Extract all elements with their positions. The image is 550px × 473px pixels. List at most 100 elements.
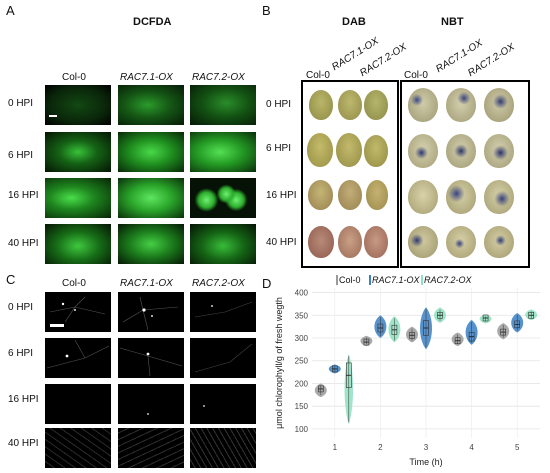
- panel-c-row-40hpi: 40 HPI: [8, 438, 39, 449]
- trypan-image-col0-40hpi: [45, 428, 111, 468]
- dcfda-image-col0-40hpi: [45, 224, 111, 264]
- panel-a-col-rac72: RAC7.2-OX: [192, 72, 245, 83]
- trypan-image-col0-16hpi: [45, 384, 111, 424]
- nbt-leaf-rac71-16hpi: [446, 180, 476, 214]
- dcfda-image-rac72-16hpi: [190, 178, 256, 218]
- y-tick-label: 250: [295, 357, 309, 366]
- leaf-veins: [46, 339, 110, 369]
- trypan-image-rac71-0hpi: [118, 292, 184, 332]
- panel-a-row-16hpi: 16 HPI: [8, 190, 39, 201]
- nbt-leaf-rac71-40hpi: [446, 226, 476, 258]
- trypan-image-rac71-6hpi: [118, 338, 184, 378]
- panel-c-row-0hpi: 0 HPI: [8, 302, 34, 313]
- dab-leaf-rac72-6hpi: [364, 135, 388, 167]
- leaf-veins: [203, 405, 205, 407]
- trypan-image-rac72-40hpi: [190, 428, 256, 468]
- panel-a-letter: A: [6, 3, 15, 18]
- nbt-leaf-col0-6hpi: [408, 134, 438, 168]
- nbt-leaf-rac72-40hpi: [484, 226, 514, 258]
- legend-swatch: [369, 275, 371, 285]
- dcfda-image-rac71-0hpi: [118, 85, 184, 125]
- trypan-image-col0-6hpi: [45, 338, 111, 378]
- dcfda-image-rac71-16hpi: [118, 178, 184, 218]
- scale-bar: [50, 324, 64, 327]
- x-tick-label: 1: [333, 443, 338, 452]
- panel-c-col-col0: Col-0: [62, 278, 86, 289]
- leaf-veins: [194, 301, 253, 318]
- panel-d-letter: D: [262, 276, 272, 291]
- nbt-leaf-rac71-0hpi: [446, 88, 476, 122]
- scale-bar: [49, 115, 57, 117]
- nbt-leaf-col0-16hpi: [408, 180, 438, 214]
- panel-b-row-0hpi: 0 HPI: [266, 99, 292, 110]
- trypan-image-col0-0hpi: [45, 292, 111, 332]
- nbt-leaf-rac71-6hpi: [446, 134, 476, 168]
- x-tick-label: 4: [469, 443, 474, 452]
- y-tick-label: 100: [295, 425, 309, 434]
- panel-b-letter: B: [262, 3, 271, 18]
- nbt-leaf-rac72-16hpi: [484, 180, 514, 214]
- panel-b-dab-title: DAB: [342, 16, 366, 28]
- panel-b-row-16hpi: 16 HPI: [266, 190, 297, 201]
- panel-a-row-40hpi: 40 HPI: [8, 238, 39, 249]
- dab-leaf-rac71-16hpi: [338, 180, 362, 210]
- panel-c-col-rac72: RAC7.2-OX: [192, 278, 245, 289]
- panel-a-title: DCFDA: [133, 16, 172, 28]
- dab-frame: [301, 80, 399, 268]
- legend-label: RAC7.2-OX: [424, 275, 473, 285]
- dcfda-image-rac71-40hpi: [118, 224, 184, 264]
- dab-leaf-rac72-40hpi: [364, 226, 388, 258]
- dab-leaf-col0-16hpi: [308, 180, 333, 210]
- dab-leaf-rac71-0hpi: [338, 90, 362, 120]
- y-tick-label: 150: [295, 402, 309, 411]
- trypan-image-rac72-0hpi: [190, 292, 256, 332]
- violin-chart: 100 150 200 250 300 350 400 1 2 3 4 5 Time (h) μmol c…: [274, 275, 540, 467]
- y-tick-label: 350: [295, 311, 309, 320]
- panel-c-col-rac71: RAC7.1-OX: [120, 278, 173, 289]
- dcfda-image-rac72-40hpi: [190, 224, 256, 264]
- legend-swatch: [336, 275, 338, 285]
- panel-a-row-6hpi: 6 HPI: [8, 150, 34, 161]
- dab-leaf-rac72-0hpi: [364, 90, 388, 120]
- panel-b-row-6hpi: 6 HPI: [266, 143, 292, 154]
- x-tick-label: 2: [378, 443, 383, 452]
- dab-leaf-rac71-40hpi: [338, 226, 362, 258]
- panel-b-nbt-title: NBT: [441, 16, 464, 28]
- leaf-veins: [49, 296, 106, 323]
- panel-c-row-16hpi: 16 HPI: [8, 394, 39, 405]
- x-axis-label: Time (h): [409, 457, 442, 467]
- nbt-leaf-rac72-6hpi: [484, 134, 514, 168]
- panel-a-col-col0: Col-0: [62, 72, 86, 83]
- leaf-veins: [119, 347, 183, 377]
- leaf-veins: [194, 343, 253, 373]
- legend-swatch: [421, 275, 423, 285]
- dab-leaf-rac72-16hpi: [366, 180, 388, 210]
- dab-leaf-col0-40hpi: [308, 226, 334, 258]
- panel-a-col-rac71: RAC7.1-OX: [120, 72, 173, 83]
- y-tick-label: 300: [295, 334, 309, 343]
- nbt-leaf-col0-40hpi: [408, 226, 438, 258]
- dab-leaf-col0-6hpi: [307, 133, 333, 167]
- leaf-veins: [122, 296, 179, 331]
- trypan-image-rac71-16hpi: [118, 384, 184, 424]
- x-tick-label: 3: [424, 443, 429, 452]
- trypan-image-rac71-40hpi: [118, 428, 184, 468]
- nbt-leaf-rac72-0hpi: [484, 88, 514, 122]
- dcfda-image-col0-16hpi: [45, 178, 111, 218]
- panel-c-row-6hpi: 6 HPI: [8, 348, 34, 359]
- dcfda-image-rac72-6hpi: [190, 132, 256, 172]
- dcfda-image-col0-0hpi: [45, 85, 111, 125]
- panel-b-dab-col0: Col-0: [306, 70, 330, 81]
- y-tick-label: 400: [295, 289, 309, 298]
- panel-c-letter: C: [6, 272, 16, 287]
- dcfda-image-rac71-6hpi: [118, 132, 184, 172]
- trypan-image-rac72-6hpi: [190, 338, 256, 378]
- panel-b-row-40hpi: 40 HPI: [266, 237, 297, 248]
- dcfda-image-rac72-0hpi: [190, 85, 256, 125]
- dab-leaf-col0-0hpi: [309, 90, 333, 120]
- legend-label: Col-0: [339, 275, 361, 285]
- x-tick-label: 5: [515, 443, 520, 452]
- panel-a-row-0hpi: 0 HPI: [8, 98, 34, 109]
- panel-b-nbt-col0: Col-0: [404, 70, 428, 81]
- nbt-leaf-col0-0hpi: [408, 88, 438, 122]
